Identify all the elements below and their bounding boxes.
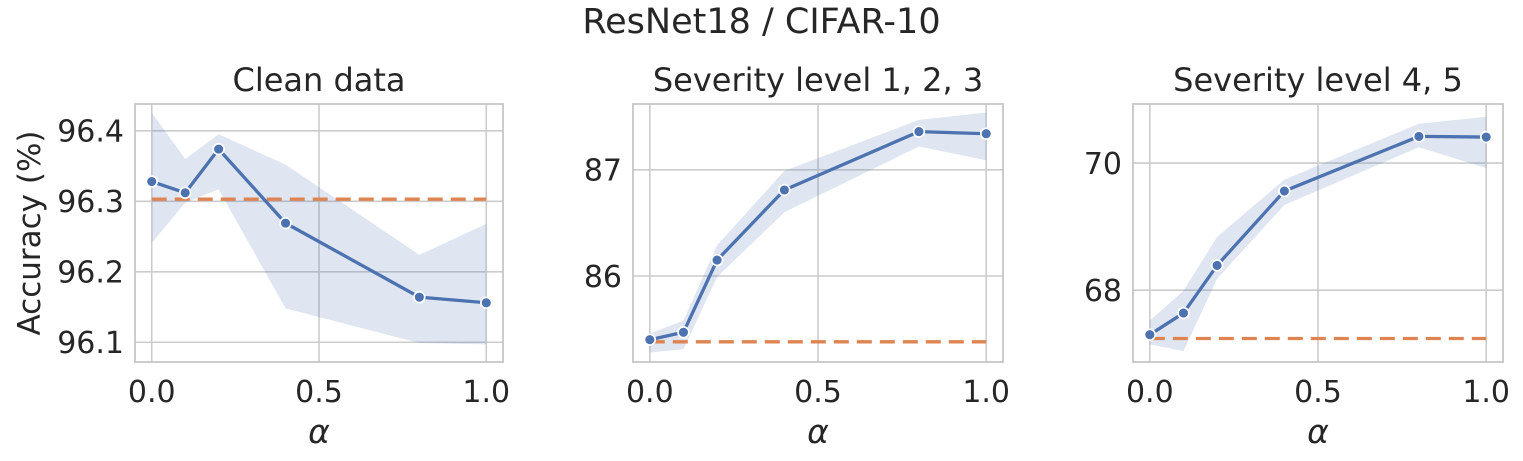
y-axis-label: Accuracy (%) — [12, 130, 48, 335]
panel-severity-level-1-2-3: Severity level 1, 2, 3 86 87 0.0 0.5 1.0 α — [584, 61, 1010, 451]
panel-severity-level-4-5: Severity level 4, 5 68 70 0.0 0.5 1.0 α — [1084, 61, 1510, 451]
x-tick-label: 0.0 — [1126, 375, 1174, 410]
data-line — [1148, 134, 1488, 337]
confidence-band — [1149, 116, 1487, 352]
x-tick-label: 0.5 — [794, 375, 842, 410]
data-point-marker — [279, 216, 292, 230]
x-tick-label: 0.5 — [295, 375, 343, 410]
panel-title: Clean data — [232, 61, 405, 99]
data-point-marker — [178, 186, 192, 200]
data-point-marker — [1412, 130, 1426, 143]
y-tick-label: 96.3 — [57, 185, 124, 220]
axes-spines — [1132, 103, 1504, 363]
y-tick-label: 87 — [584, 154, 622, 189]
data-point-marker — [643, 333, 657, 346]
data-point-marker — [912, 125, 926, 138]
data-point-marker — [1479, 130, 1493, 144]
x-axis-label: α — [1307, 412, 1329, 451]
axes-spines — [632, 103, 1004, 363]
data-point-marker — [1143, 328, 1157, 341]
data-point-marker — [480, 296, 493, 310]
x-axis-label: α — [308, 412, 330, 451]
y-tick-label: 96.4 — [57, 115, 124, 150]
data-point-marker — [677, 326, 690, 339]
x-axis-label: α — [807, 412, 829, 451]
panel-clean-data: Clean data 96.1 96.2 96.3 96.4 0.0 0.5 1.0 α Accu… — [12, 61, 510, 451]
y-tick-label: 68 — [1084, 274, 1122, 309]
x-tick-label: 0.0 — [128, 375, 176, 410]
y-tick-label: 70 — [1084, 147, 1122, 182]
data-point-marker — [212, 142, 225, 156]
data-point-marker — [1177, 306, 1190, 320]
x-tick-label: 0.0 — [626, 375, 674, 410]
data-point-marker — [979, 127, 993, 140]
x-tick-label: 1.0 — [462, 375, 510, 410]
x-tick-label: 0.5 — [1294, 375, 1342, 410]
data-point-marker — [413, 290, 426, 304]
x-tick-label: 1.0 — [1462, 375, 1510, 410]
axes-spines — [134, 103, 504, 363]
figure-title: ResNet18 / CIFAR-10 — [582, 2, 941, 42]
data-point-marker — [1278, 184, 1291, 198]
data-point-marker — [710, 253, 724, 267]
panel-title: Severity level 1, 2, 3 — [653, 61, 983, 99]
panel-title: Severity level 4, 5 — [1173, 61, 1463, 99]
x-tick-label: 1.0 — [962, 375, 1010, 410]
y-tick-label: 86 — [584, 260, 622, 295]
data-point-marker — [778, 183, 791, 197]
data-point-marker — [1210, 259, 1224, 272]
data-point-marker — [145, 175, 158, 188]
y-tick-label: 96.2 — [57, 256, 124, 291]
y-tick-label: 96.1 — [57, 326, 124, 361]
